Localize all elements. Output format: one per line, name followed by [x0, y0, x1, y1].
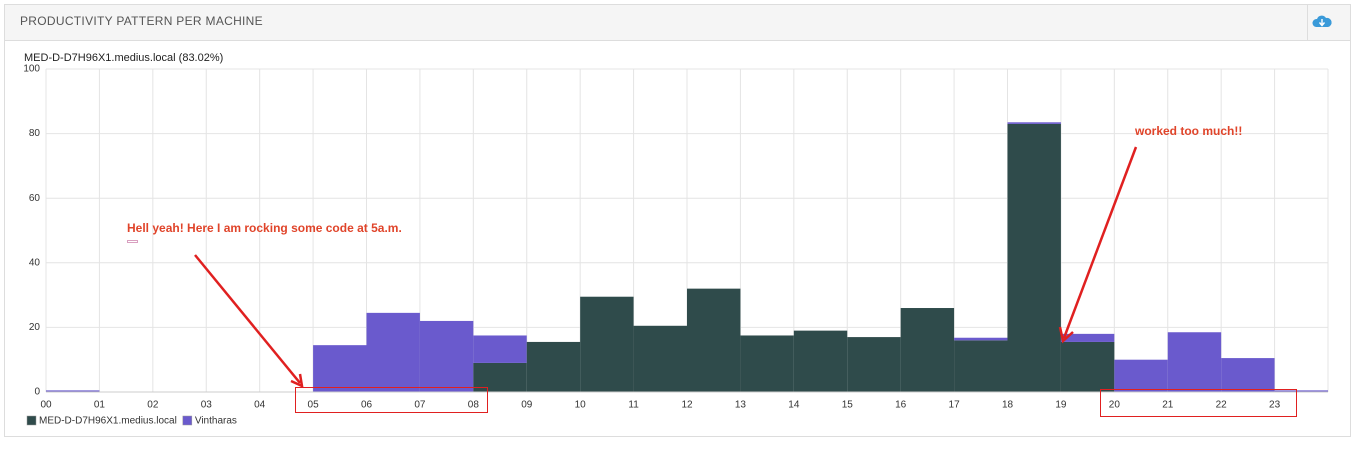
bar: [1060, 333, 1115, 342]
bar: [1114, 359, 1168, 392]
x-tick-label: 06: [361, 400, 373, 411]
bar: [366, 312, 420, 392]
arrows: [194, 146, 1138, 389]
bar: [1060, 341, 1115, 392]
x-tick-label: 04: [254, 400, 266, 411]
x-tick-label: 13: [735, 400, 747, 411]
chart-title: MED-D-D7H96X1.medius.local (83.02%): [24, 52, 223, 64]
bar: [1221, 358, 1275, 392]
x-tick-label: 12: [681, 400, 693, 411]
y-tick-label: 20: [29, 322, 41, 333]
legend: MED-D-D7H96X1.medius.local Vintharas: [26, 415, 237, 427]
arrow-head: [1058, 326, 1074, 344]
x-tick-label: 03: [201, 400, 213, 411]
y-tick-label: 80: [29, 128, 41, 139]
legend-swatch: [26, 415, 37, 426]
panel-title: PRODUCTIVITY PATTERN PER MACHINE: [20, 14, 263, 28]
bar: [313, 345, 367, 392]
annotation: Hell yeah! Here I am rocking some code a…: [127, 221, 402, 235]
highlight-box: [295, 387, 488, 413]
bar: [580, 296, 634, 392]
x-tick-label: 23: [1269, 400, 1281, 411]
x-tick-label: 09: [521, 400, 533, 411]
x-tick-label: 18: [1002, 400, 1014, 411]
bar: [740, 335, 794, 392]
bar: [46, 390, 100, 392]
x-tick-label: 21: [1162, 400, 1174, 411]
x-tick-label: 16: [895, 400, 907, 411]
legend-label: Vintharas: [195, 416, 237, 427]
x-tick-label: 05: [308, 400, 320, 411]
y-tick-label: 40: [29, 257, 41, 268]
panel-header: [5, 5, 1350, 40]
x-tick-label: 17: [949, 400, 961, 411]
marker: [127, 240, 138, 243]
y-tick-label: 100: [23, 64, 40, 75]
bar: [847, 337, 901, 392]
bar: [954, 340, 1008, 392]
y-tick-label: 60: [29, 193, 41, 204]
x-tick-label: 22: [1216, 400, 1228, 411]
arrow-head: [290, 373, 304, 389]
x-tick-label: 07: [414, 400, 426, 411]
arrow: [1062, 146, 1138, 339]
bar: [954, 337, 1008, 341]
bar: [1167, 332, 1222, 392]
x-tick-label: 00: [40, 400, 52, 411]
x-tick-label: 19: [1055, 400, 1067, 411]
x-tick-label: 02: [147, 400, 159, 411]
x-tick-label: 01: [94, 400, 106, 411]
highlight-box: [1100, 389, 1297, 417]
bar: [526, 341, 581, 392]
x-tick-label: 15: [842, 400, 854, 411]
x-tick-label: 11: [628, 400, 639, 411]
x-tick-label: 08: [468, 400, 480, 411]
download-button[interactable]: [1312, 15, 1332, 27]
plot: 0 20 40 60 80 100 00 01 02 03 04 05 06 07 08 09 10 11 12 13…: [23, 64, 1329, 411]
bar: [419, 320, 474, 392]
bar: [1274, 390, 1328, 392]
bar: [687, 288, 741, 392]
bar: [1007, 123, 1061, 392]
legend-swatch: [182, 415, 193, 426]
bar: [633, 325, 687, 392]
bar: [900, 308, 955, 392]
bar: [793, 330, 848, 392]
arrow: [194, 254, 301, 384]
bar: [473, 335, 527, 363]
bar: [1007, 122, 1061, 124]
x-tick-label: 20: [1109, 400, 1121, 411]
x-tick-label: 14: [788, 400, 800, 411]
y-tick-label: 0: [34, 387, 40, 398]
annotation: worked too much!!: [1134, 124, 1242, 138]
download-arrow[interactable]: [1318, 19, 1326, 27]
legend-label: MED-D-D7H96X1.medius.local: [39, 416, 177, 427]
x-tick-label: 10: [575, 400, 587, 411]
